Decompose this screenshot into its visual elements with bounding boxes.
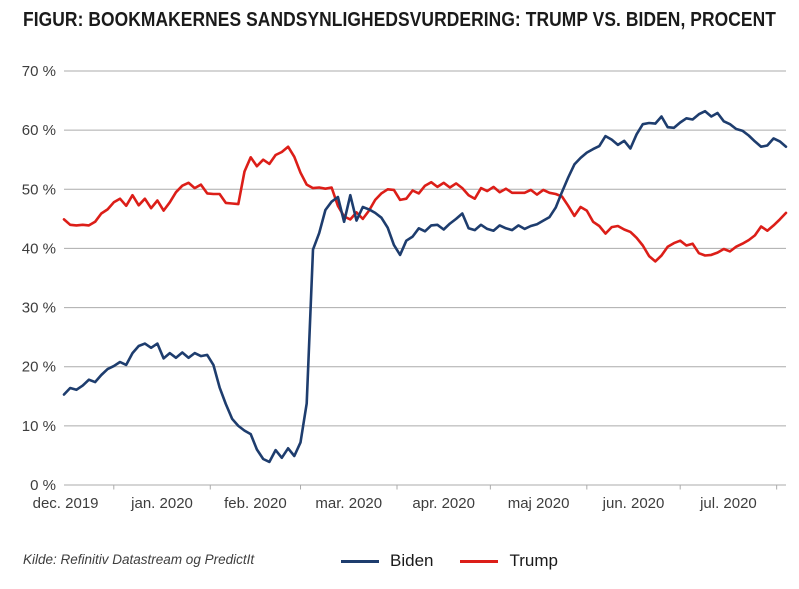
y-tick-label: 40 % xyxy=(22,240,56,257)
legend-item-biden: Biden xyxy=(341,551,433,571)
y-tick-label: 20 % xyxy=(22,359,56,376)
biden-line xyxy=(62,109,788,464)
y-tick-label: 60 % xyxy=(22,122,56,139)
y-tick-label: 50 % xyxy=(22,181,56,198)
probability-line-chart: 70 % 60 % 50 % 40 % 30 % 20 % 10 % 0 %dec. 2019… xyxy=(22,63,788,512)
trump-line xyxy=(62,145,788,263)
x-tick-label: jan. 2020 xyxy=(130,495,193,512)
y-tick-label: 70 % xyxy=(22,63,56,80)
x-tick-label: maj 2020 xyxy=(508,495,570,512)
x-tick-label: jun. 2020 xyxy=(602,495,665,512)
biden-line-swatch xyxy=(341,559,379,563)
legend-item-trump: Trump xyxy=(460,551,558,571)
trump-legend-label: Trump xyxy=(509,551,558,570)
biden-legend-label: Biden xyxy=(390,551,434,570)
x-tick-label: jul. 2020 xyxy=(699,495,757,512)
y-tick-label: 10 % xyxy=(22,418,56,435)
source-note: Kilde: Refinitiv Datastream og PredictIt xyxy=(23,552,255,567)
x-tick-label: dec. 2019 xyxy=(33,495,99,512)
x-tick-label: apr. 2020 xyxy=(412,495,475,512)
y-tick-label: 30 % xyxy=(22,300,56,317)
x-tick-label: mar. 2020 xyxy=(315,495,382,512)
trump-line-swatch xyxy=(460,559,499,563)
y-tick-label: 0 % xyxy=(30,477,56,494)
chart-legend: Biden Trump xyxy=(341,551,558,571)
chart-title: FIGUR: BOOKMAKERNES SANDSYNLIGHEDSVURDER… xyxy=(23,9,776,31)
x-tick-label: feb. 2020 xyxy=(224,495,287,512)
